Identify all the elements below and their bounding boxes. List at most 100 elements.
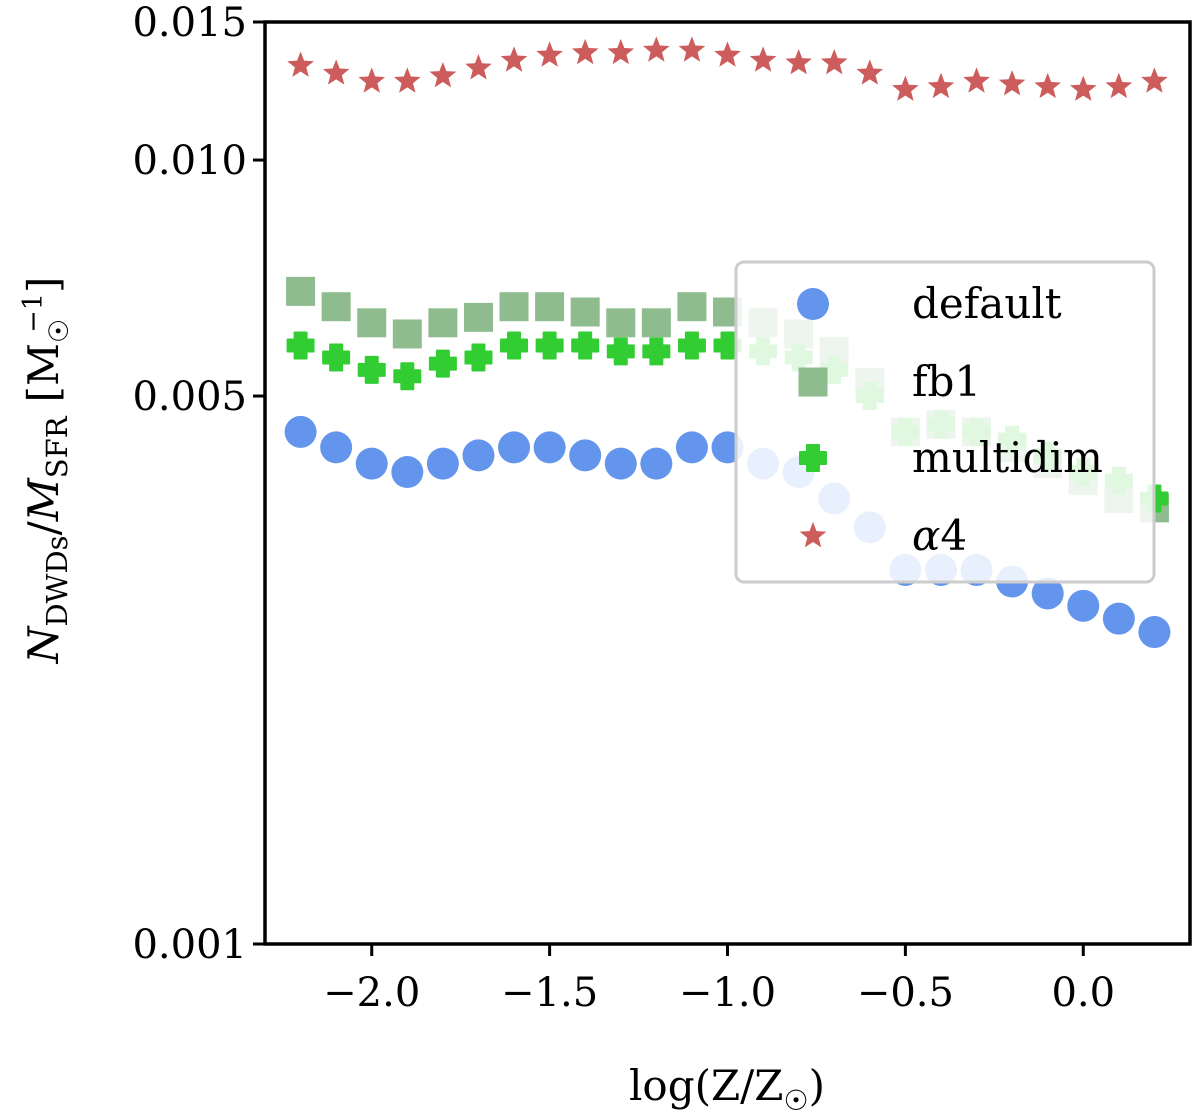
- data-point-circle: [604, 447, 637, 480]
- x-axis-title-main: log(Z/Z: [629, 1061, 784, 1110]
- data-point-star: [856, 59, 884, 85]
- data-point-plus: [642, 337, 671, 366]
- data-point-circle: [320, 431, 353, 464]
- data-point-circle: [640, 447, 673, 480]
- data-point-square: [606, 308, 636, 338]
- data-point-circle: [426, 447, 459, 480]
- data-point-plus: [357, 355, 386, 384]
- x-tick-label: 0.0: [1051, 970, 1115, 1016]
- data-point-star: [429, 62, 457, 88]
- legend: default fb1 multidim α4: [734, 260, 1156, 584]
- y-tick-label: 0.015: [132, 0, 247, 46]
- data-point-star: [749, 46, 777, 72]
- legend-label-fb1: fb1: [912, 357, 981, 406]
- data-point-plus: [677, 331, 706, 360]
- data-point-circle: [355, 447, 388, 480]
- data-point-plus: [464, 343, 493, 372]
- legend-marker-star: [799, 522, 827, 548]
- data-point-circle: [284, 415, 317, 448]
- data-point-star: [785, 48, 812, 75]
- data-point-square: [463, 302, 493, 332]
- x-axis-ticks: −2.0 −1.5 −1.0 −0.5 0.0: [323, 944, 1115, 1016]
- data-point-circle: [1102, 602, 1135, 635]
- y-tick-label: 0.010: [132, 138, 247, 184]
- data-point-star: [1141, 67, 1168, 93]
- y-axis-title: NDWDs/MSFR [M☉−1]: [18, 277, 75, 665]
- x-tick-label: −0.5: [857, 970, 954, 1016]
- data-point-star: [892, 75, 919, 101]
- data-point-star: [927, 72, 955, 99]
- x-axis-title-sun: ☉: [784, 1084, 809, 1117]
- data-point-square: [428, 308, 458, 338]
- data-point-plus: [535, 331, 564, 360]
- data-point-plus: [713, 331, 742, 360]
- data-point-star: [607, 38, 635, 65]
- data-point-star: [643, 36, 670, 62]
- data-point-star: [820, 48, 848, 75]
- legend-box: [734, 260, 1156, 584]
- data-point-star: [714, 41, 741, 67]
- data-point-star: [500, 46, 528, 72]
- data-point-star: [571, 38, 599, 65]
- legend-label-default: default: [912, 279, 1062, 328]
- data-point-star: [998, 70, 1026, 96]
- data-point-star: [465, 54, 492, 80]
- data-point-plus: [500, 331, 529, 360]
- data-point-circle: [533, 431, 566, 464]
- x-tick-label: −1.0: [679, 970, 776, 1016]
- data-point-star: [393, 67, 421, 93]
- x-axis-title: log(Z/Z☉): [629, 1061, 825, 1117]
- data-point-square: [570, 297, 600, 327]
- y-axis-title-unit-exp: −1: [18, 293, 49, 333]
- data-point-plus: [428, 349, 457, 378]
- legend-label-alpha-number: 4: [940, 511, 967, 560]
- data-point-circle: [675, 431, 708, 464]
- legend-marker-square: [798, 367, 828, 397]
- y-axis-ticks: 0.001 0.005 0.010 0.015: [132, 0, 265, 968]
- legend-marker-plus: [799, 444, 827, 472]
- data-point-circle: [1067, 589, 1100, 622]
- y-axis-title-slash: /: [19, 520, 68, 535]
- x-tick-label: −2.0: [323, 970, 420, 1016]
- y-axis-title-unit-close: ]: [19, 277, 68, 293]
- data-point-circle: [1138, 616, 1171, 649]
- data-point-square: [286, 276, 316, 306]
- data-point-square: [641, 308, 671, 338]
- y-axis-title-m-sub: SFR: [40, 415, 74, 478]
- legend-label-multidim: multidim: [912, 433, 1103, 482]
- data-point-plus: [571, 331, 600, 360]
- series-star: [287, 36, 1168, 101]
- data-point-plus: [393, 362, 422, 391]
- y-axis-title-unit-open: [M: [19, 343, 68, 402]
- y-axis-title-n: N: [19, 625, 68, 664]
- data-point-star: [1069, 75, 1097, 101]
- data-point-star: [287, 51, 314, 77]
- data-point-star: [1105, 72, 1133, 99]
- x-axis-title-close: ): [809, 1061, 825, 1110]
- data-point-plus: [286, 331, 315, 360]
- y-axis-title-m: M: [19, 477, 68, 522]
- data-point-star: [358, 67, 386, 93]
- data-point-circle: [462, 439, 495, 472]
- y-axis-title-unit-sun: ☉: [44, 319, 75, 343]
- data-point-plus: [322, 343, 351, 372]
- data-point-square: [677, 292, 707, 322]
- data-point-circle: [569, 439, 602, 472]
- x-tick-label: −1.5: [501, 970, 598, 1016]
- data-point-square: [357, 308, 387, 338]
- legend-label-alpha4: α4: [912, 511, 967, 560]
- data-point-circle: [1031, 577, 1064, 610]
- data-point-star: [322, 59, 350, 85]
- data-point-star: [536, 41, 563, 67]
- legend-label-alpha: α: [912, 511, 940, 560]
- data-point-square: [392, 319, 422, 349]
- data-point-star: [678, 36, 706, 62]
- legend-marker-circle: [797, 288, 829, 320]
- data-point-square: [321, 292, 351, 322]
- data-point-square: [535, 292, 565, 322]
- data-point-circle: [498, 431, 531, 464]
- data-point-star: [1034, 72, 1062, 99]
- y-tick-label: 0.001: [132, 922, 247, 968]
- y-axis-title-n-sub: DWDs: [40, 535, 74, 626]
